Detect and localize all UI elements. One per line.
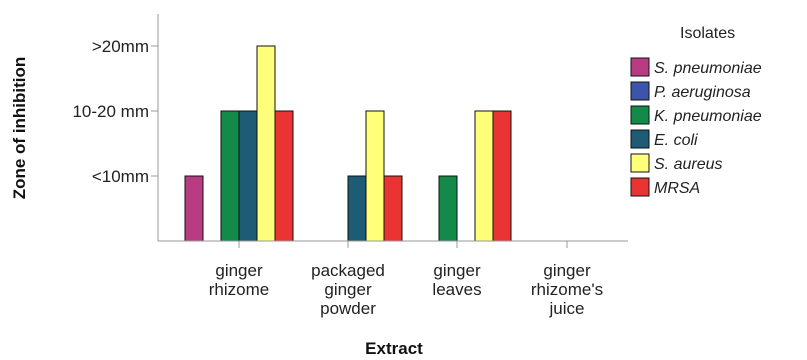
x-tick-label: ginger	[215, 261, 263, 280]
y-axis-title: Zone of inhibition	[10, 57, 29, 200]
x-tick-label: packaged	[311, 261, 385, 280]
x-tick-label: leaves	[432, 280, 481, 299]
bar-mrsa-cat1	[383, 175, 403, 242]
legend-label: MRSA	[654, 180, 700, 197]
x-tick-label: powder	[320, 299, 376, 318]
y-tick-label: >20mm	[92, 37, 149, 56]
legend-label: E. coli	[654, 132, 698, 149]
legend-swatch	[630, 105, 650, 125]
bar-e-coli-cat1	[347, 175, 367, 242]
x-ticks-group: gingerrhizomepackagedgingerpowdergingerl…	[209, 241, 603, 318]
bars-group	[184, 45, 512, 242]
y-tick-label: 10-20 mm	[72, 102, 149, 121]
legend-swatch	[630, 81, 650, 101]
legend-label: S. pneumoniae	[654, 60, 762, 77]
legend-label: P. aeruginosa	[654, 84, 751, 101]
bar-s-aureus-cat2	[474, 110, 494, 242]
x-tick-label: ginger	[324, 280, 372, 299]
bar-s-aureus-cat0	[256, 45, 276, 242]
x-tick-label: rhizome's	[531, 280, 603, 299]
bar-s-aureus-cat1	[365, 110, 385, 242]
legend-swatch	[630, 57, 650, 77]
legend: Isolates S. pneumoniae P. aeruginosa K. pn…	[630, 25, 762, 197]
legend-label: S. aureus	[654, 156, 722, 173]
y-ticks-group: <10mm 10-20 mm >20mm	[72, 37, 158, 186]
bar-k-pneumoniae-cat2	[438, 175, 458, 242]
bar-s-pneumoniae-cat0	[184, 175, 204, 242]
axes-group	[157, 14, 628, 242]
bar-mrsa-cat0	[274, 110, 294, 242]
legend-swatch	[630, 129, 650, 149]
legend-title: Isolates	[680, 25, 735, 42]
bar-e-coli-cat0	[238, 110, 258, 242]
x-axis-title: Extract	[365, 339, 423, 358]
x-tick-label: ginger	[433, 261, 481, 280]
x-tick-label: ginger	[543, 261, 591, 280]
bar-mrsa-cat2	[492, 110, 512, 242]
legend-label: K. pneumoniae	[654, 108, 762, 125]
legend-swatch	[630, 177, 650, 197]
bar-k-pneumoniae-cat0	[220, 110, 240, 242]
x-tick-label: rhizome	[209, 280, 269, 299]
x-tick-label: juice	[549, 299, 585, 318]
y-tick-label: <10mm	[92, 167, 149, 186]
legend-swatch	[630, 153, 650, 173]
